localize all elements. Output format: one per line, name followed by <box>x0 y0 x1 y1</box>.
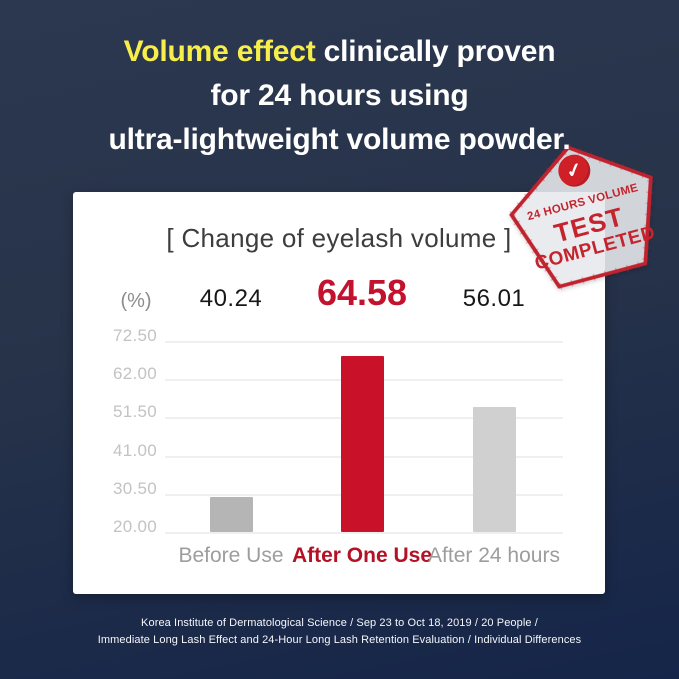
y-axis-tick-label: 20.00 <box>112 517 157 536</box>
headline-line1: Volume effect clinically proven <box>0 30 679 74</box>
value-label: 56.01 <box>462 285 526 312</box>
y-axis-tick-label: 30.50 <box>112 478 157 498</box>
chart-card: [ Change of eyelash volume ] (%) 72.50 62… <box>73 192 605 594</box>
category-label: Before Use <box>178 544 284 567</box>
study-reference-line2: Immediate Long Lash Effect and 24-Hour L… <box>97 634 582 646</box>
y-axis-tick-label: 72.50 <box>112 326 157 345</box>
headline-highlight: Volume effect <box>123 35 316 68</box>
bar-after-24-hours <box>472 406 516 532</box>
study-reference-line1: Korea Institute of Dermatological Scienc… <box>141 617 538 629</box>
test-completed-stamp: ✓ 24 HOURS VOLUME TEST COMPLETED <box>491 124 679 312</box>
stamp-pentagon <box>507 143 655 291</box>
gridline <box>165 532 563 534</box>
gridline <box>165 341 563 343</box>
headline-line1-rest: clinically proven <box>315 35 556 68</box>
study-reference: Korea Institute of Dermatological Scienc… <box>0 615 679 649</box>
category-label: After One Use <box>291 544 433 567</box>
y-axis-tick-label: 51.50 <box>112 402 157 422</box>
chart-title: [ Change of eyelash volume ] <box>166 223 512 253</box>
value-label: 40.24 <box>199 285 263 312</box>
category-label: After 24 hours <box>428 544 560 567</box>
headline: Volume effect clinically proven for 24 h… <box>0 30 679 162</box>
headline-line2: for 24 hours using <box>210 79 469 112</box>
y-axis-tick-label: 41.00 <box>112 440 157 460</box>
y-axis-unit-label: (%) <box>120 290 152 312</box>
y-axis-tick-label: 62.00 <box>112 364 157 384</box>
bar-before-use <box>209 497 253 532</box>
plot-area: 72.50 62.00 51.50 41.00 30.50 20.00 40.24 Befor… <box>73 192 605 594</box>
bar-after-one-use <box>340 355 384 532</box>
headline-line3: ultra-lightweight volume powder. <box>108 123 571 156</box>
value-label: 64.58 <box>316 272 408 313</box>
